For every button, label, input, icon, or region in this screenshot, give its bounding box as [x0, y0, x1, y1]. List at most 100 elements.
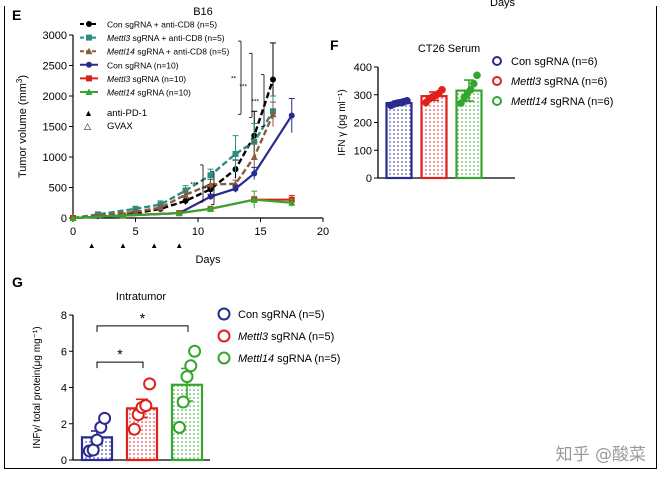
e-x-tick-label: 0 — [70, 226, 76, 238]
undefined-data-point — [469, 79, 478, 88]
undefined-bar-group — [170, 344, 204, 462]
g-sig-label: * — [117, 346, 123, 362]
undefined-y-tick-label: 8 — [61, 310, 67, 322]
undefined-y-axis-label: INFγ/ total protein(μg mg⁻¹) — [32, 326, 43, 448]
undefined-legend-marker — [217, 329, 231, 343]
undefined-y-tick-label: 0 — [61, 455, 67, 467]
e-legend-label: Con sgRNA (n=10) — [107, 60, 179, 70]
undefined-bar — [420, 95, 448, 180]
e-data-point — [182, 197, 189, 204]
e-sig-label: *** — [251, 99, 259, 106]
e-y-tick-label: 1500 — [43, 122, 67, 134]
e-data-point — [175, 209, 183, 217]
e-data-point — [232, 150, 239, 157]
e-treatment-day-marker: ▲ — [119, 241, 127, 250]
undefined-title: Intratumor — [116, 291, 166, 303]
undefined-bar — [385, 101, 413, 180]
panel-e-chart: B16 0 500 1000 1500 2000 2500 3000 0 5 10 15 20 Days T… — [15, 6, 330, 266]
undefined-data-point — [127, 422, 141, 436]
top-cut-text: Days — [490, 0, 516, 9]
e-x-tick-label: 5 — [132, 226, 138, 238]
undefined-data-point — [457, 99, 465, 107]
e-series — [69, 190, 296, 221]
undefined-data-point — [172, 420, 186, 434]
figure-frame — [4, 6, 657, 469]
watermark-text: 知乎 @酸菜 — [555, 445, 646, 465]
undefined-data-point — [143, 377, 157, 391]
e-data-point — [269, 110, 277, 118]
e-data-point — [207, 180, 214, 188]
undefined-data-point — [180, 370, 194, 384]
undefined-data-point — [188, 344, 202, 358]
undefined-bar-group — [420, 85, 448, 180]
g-sig-bracket — [96, 361, 144, 369]
e-data-point — [157, 204, 164, 211]
e-x-tick-label: 15 — [254, 226, 266, 238]
e-legend-marker — [86, 75, 92, 82]
undefined-y-tick-label: 2 — [61, 419, 67, 431]
undefined-data-point — [90, 433, 104, 447]
undefined-bar-group — [385, 97, 413, 180]
e-y-tick-label: 2500 — [43, 61, 67, 73]
undefined-data-point — [403, 97, 411, 105]
e-y-tick-label: 0 — [61, 213, 67, 225]
e-treatment-symbol: ▲ — [84, 108, 93, 118]
e-legend-label: Mettl3 sgRNA (n=10) — [107, 74, 186, 84]
e-legend-label: Con sgRNA + anti-CD8 (n=5) — [107, 20, 217, 30]
g-sig-label: * — [140, 310, 146, 326]
undefined-data-point — [466, 85, 475, 94]
undefined-title: CT26 Serum — [418, 43, 480, 55]
undefined-legend-marker — [217, 351, 231, 365]
panel-g-chart: Intratumor 0 2 4 6 8 INFγ/ total protein(μg mg… — [32, 291, 340, 467]
e-sig-label: *** — [190, 182, 198, 189]
e-treatment-day-marker: ▲ — [88, 241, 96, 250]
e-data-point — [232, 185, 239, 192]
e-treatment-label: anti-PD-1 — [107, 108, 147, 119]
e-y-tick-label: 3000 — [43, 30, 67, 42]
e-title: B16 — [193, 6, 213, 18]
undefined-y-tick-label: 0 — [366, 173, 372, 185]
e-data-point — [119, 212, 127, 219]
e-series — [69, 101, 277, 221]
e-legend-marker — [86, 61, 92, 68]
undefined-data-point — [176, 395, 190, 409]
e-legend-marker — [86, 21, 92, 27]
undefined-y-tick-label: 400 — [354, 62, 372, 74]
e-data-point — [69, 214, 77, 221]
e-legend-label: Mettl3 sgRNA + anti-CD8 (n=5) — [107, 33, 225, 43]
undefined-legend-marker — [492, 76, 502, 86]
e-data-point — [251, 170, 258, 177]
e-legend-marker — [85, 47, 93, 55]
undefined-legend-marker — [217, 307, 231, 321]
e-x-tick-label: 20 — [317, 226, 329, 238]
e-sig-label: *** — [201, 186, 209, 193]
undefined-y-tick-label: 6 — [61, 346, 67, 358]
undefined-y-tick-label: 300 — [354, 90, 372, 102]
e-data-point — [132, 208, 139, 215]
e-data-point — [207, 205, 214, 212]
e-y-tick-label: 1000 — [43, 152, 67, 164]
e-sig-label: ** — [231, 76, 237, 83]
undefined-legend-label: Mettl3 sgRNA (n=6) — [511, 76, 607, 88]
panel-f-chart: CT26 Serum 0 100 200 300 400 IFN γ (pg ml⁻¹) Co… — [337, 43, 613, 185]
undefined-legend-label: Mettl14 sgRNA (n=6) — [511, 96, 613, 108]
undefined-legend-label: Mettl3 sgRNA (n=5) — [238, 331, 334, 343]
panel-g-label: G — [12, 274, 23, 290]
e-data-point — [207, 193, 214, 200]
undefined-bar-group — [80, 411, 114, 462]
e-series-line — [72, 113, 275, 220]
panel-e-label: E — [12, 7, 21, 23]
e-legend-marker — [85, 88, 93, 95]
undefined-data-point — [98, 411, 112, 425]
e-data-point — [250, 153, 258, 160]
undefined-bar-group — [125, 377, 159, 462]
e-y-tick-label: 500 — [49, 183, 67, 195]
undefined-data-point — [184, 359, 198, 373]
e-y-axis-label: Tumor volume (mm3) — [15, 75, 30, 178]
undefined-y-tick-label: 100 — [354, 145, 372, 157]
undefined-data-point — [438, 85, 446, 94]
e-data-point — [182, 191, 189, 198]
undefined-legend-label: Con sgRNA (n=6) — [511, 56, 598, 68]
e-legend: Con sgRNA + anti-CD8 (n=5) Mettl3 sgRNA +… — [80, 20, 230, 132]
e-series-line — [72, 198, 292, 220]
